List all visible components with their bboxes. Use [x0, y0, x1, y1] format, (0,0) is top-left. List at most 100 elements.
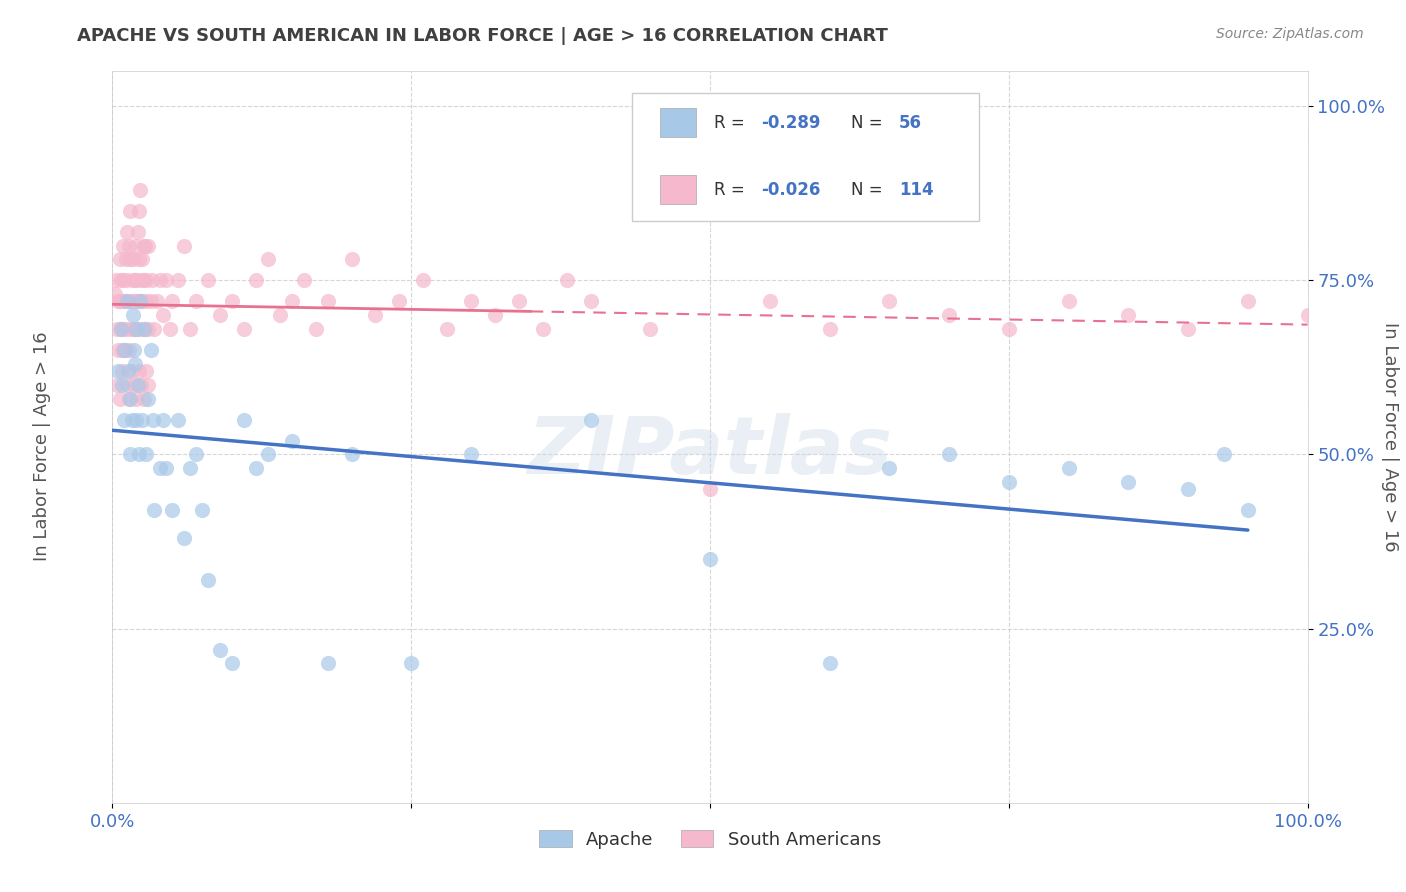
Point — [281, 434, 304, 448]
Text: N =: N = — [851, 181, 889, 199]
Point — [115, 273, 138, 287]
Point — [121, 322, 143, 336]
Point — [998, 475, 1021, 490]
Point — [125, 392, 148, 406]
Point — [149, 273, 172, 287]
Point — [129, 273, 152, 287]
Point — [129, 294, 152, 309]
Point — [114, 252, 136, 267]
Point — [127, 225, 149, 239]
Point — [998, 322, 1021, 336]
Text: -0.289: -0.289 — [762, 113, 821, 131]
Point — [105, 273, 128, 287]
Point — [132, 238, 155, 252]
Point — [699, 483, 721, 497]
Point — [257, 448, 280, 462]
Point — [117, 364, 139, 378]
Text: -0.026: -0.026 — [762, 181, 821, 199]
Point — [209, 308, 232, 322]
Point — [129, 377, 152, 392]
Point — [938, 308, 960, 322]
Point — [221, 657, 243, 671]
Point — [1057, 461, 1080, 475]
Point — [129, 183, 152, 197]
Point — [131, 252, 153, 267]
Point — [159, 322, 181, 336]
Point — [111, 377, 134, 392]
Point — [388, 294, 411, 309]
Point — [579, 412, 602, 426]
Legend: Apache, South Americans: Apache, South Americans — [531, 823, 889, 856]
Point — [412, 273, 434, 287]
Text: 56: 56 — [898, 113, 922, 131]
Point — [818, 657, 841, 671]
Point — [1118, 308, 1140, 322]
Point — [138, 392, 160, 406]
Point — [555, 273, 578, 287]
Point — [484, 308, 506, 322]
Point — [1057, 294, 1080, 309]
Point — [340, 252, 363, 267]
Text: N =: N = — [851, 113, 889, 131]
Point — [129, 322, 152, 336]
Point — [179, 322, 201, 336]
Point — [173, 238, 195, 252]
Point — [759, 294, 782, 309]
Point — [115, 377, 138, 392]
Point — [143, 503, 166, 517]
Point — [167, 273, 190, 287]
Point — [879, 294, 901, 309]
Point — [197, 273, 219, 287]
Point — [108, 392, 131, 406]
Point — [269, 308, 291, 322]
Point — [233, 412, 256, 426]
Point — [135, 448, 157, 462]
Point — [257, 252, 280, 267]
Point — [640, 322, 662, 336]
Point — [114, 343, 135, 357]
Point — [132, 273, 155, 287]
Point — [436, 322, 458, 336]
Point — [209, 642, 232, 657]
Point — [129, 294, 152, 309]
Point — [115, 294, 138, 309]
Point — [139, 343, 162, 357]
Point — [143, 322, 166, 336]
Point — [121, 308, 143, 322]
Point — [110, 322, 132, 336]
Point — [111, 294, 134, 309]
Point — [173, 531, 195, 545]
Point — [105, 377, 128, 392]
Point — [118, 343, 141, 357]
Point — [120, 448, 142, 462]
Point — [135, 273, 157, 287]
Point — [460, 294, 482, 309]
Point — [340, 448, 363, 462]
Point — [138, 238, 160, 252]
Point — [138, 322, 160, 336]
Point — [128, 448, 150, 462]
Point — [1118, 475, 1140, 490]
Point — [305, 322, 328, 336]
Point — [118, 238, 141, 252]
Text: 114: 114 — [898, 181, 934, 199]
Point — [121, 294, 143, 309]
Point — [162, 503, 183, 517]
Point — [124, 273, 146, 287]
Point — [818, 322, 841, 336]
Point — [118, 392, 141, 406]
Point — [152, 412, 174, 426]
FancyBboxPatch shape — [659, 175, 696, 204]
Point — [142, 412, 165, 426]
Point — [131, 294, 153, 309]
Point — [699, 552, 721, 566]
Point — [152, 308, 174, 322]
Point — [132, 392, 155, 406]
Point — [364, 308, 387, 322]
Point — [115, 225, 138, 239]
Text: R =: R = — [714, 113, 749, 131]
Point — [186, 448, 208, 462]
Point — [105, 322, 128, 336]
Point — [127, 377, 149, 392]
Point — [112, 238, 135, 252]
